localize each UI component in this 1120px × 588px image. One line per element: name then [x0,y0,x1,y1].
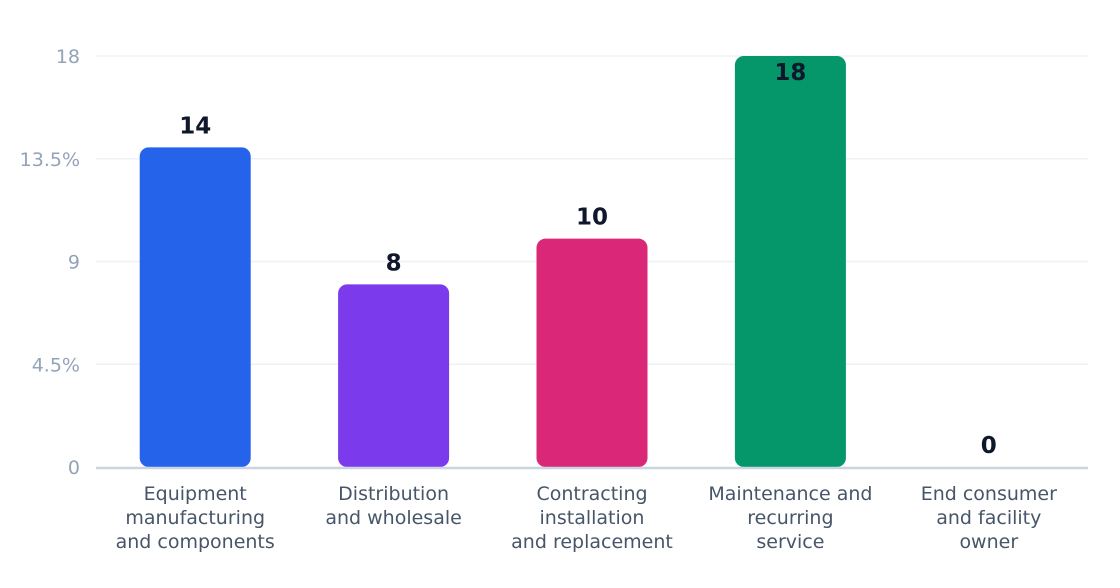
x-tick-label: owner [959,531,1018,553]
x-tick-label: service [756,531,824,553]
y-tick-label: 0 [68,457,80,479]
x-tick-label: recurring [747,507,833,529]
y-tick-label: 13.5% [20,149,80,171]
data-label: 14 [179,113,211,139]
y-tick-label: 9 [68,252,80,274]
x-tick-label: Equipment [144,483,247,505]
value-labels: 14 8 10 18 0 [179,60,997,459]
bar [139,147,251,468]
x-tick-label: and wholesale [325,507,461,529]
x-tick-label: manufacturing [125,507,265,529]
x-tick-label: Contracting [536,483,647,505]
x-tick-label: End consumer [921,483,1057,505]
bars [139,56,846,468]
x-tick-label: and facility [936,507,1041,529]
x-tick-label: and components [116,531,275,553]
data-label: 8 [386,250,402,276]
y-axis-ticks: 0 4.5% 9 13.5% 18 [20,46,80,479]
x-tick-label: and replacement [511,531,673,553]
data-label: 10 [576,205,608,231]
y-tick-label: 4.5% [32,354,80,376]
bar [734,56,846,467]
data-label: 0 [981,433,997,459]
y-tick-label: 18 [56,46,80,68]
bar [536,238,648,467]
x-tick-label: installation [540,507,645,529]
bar [338,284,450,467]
x-tick-label: Distribution [338,483,449,505]
data-label: 18 [774,60,806,86]
x-tick-label: Maintenance and [708,483,872,505]
